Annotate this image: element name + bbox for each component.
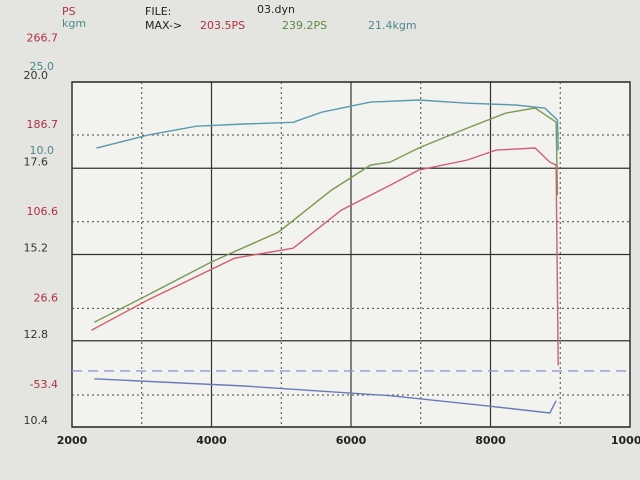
y2-tick-label: -53.4 — [30, 378, 58, 391]
y2-tick-label: 266.7 — [27, 31, 59, 44]
series-line — [91, 147, 559, 366]
y-tick-label: 20.0 — [24, 69, 49, 82]
y3-tick-label: 10.0 — [30, 144, 55, 157]
y-tick-label: 12.8 — [24, 328, 49, 341]
max-red: 203.5PS — [200, 19, 245, 32]
max-green: 239.2PS — [282, 19, 327, 32]
x-tick-label: 4000 — [196, 434, 227, 447]
y2-tick-label: 106.6 — [27, 205, 59, 218]
max-torque: 21.4kgm — [368, 19, 417, 32]
file-label: FILE: — [145, 5, 171, 18]
y3-tick-label: 25.0 — [30, 60, 55, 73]
file-name: 03.dyn — [257, 3, 295, 16]
y-tick-label: 10.4 — [24, 414, 49, 427]
series-line — [94, 378, 557, 414]
y-tick-label: 17.6 — [24, 155, 49, 168]
max-label: MAX-> — [145, 19, 182, 32]
series-line — [93, 107, 559, 323]
series-line — [96, 99, 559, 151]
y-tick-label: 15.2 — [24, 242, 49, 255]
x-tick-label: 2000 — [57, 434, 88, 447]
ps-unit: PS — [62, 5, 76, 18]
x-tick-label: 6000 — [336, 434, 367, 447]
x-tick-label: 8000 — [475, 434, 506, 447]
y2-tick-label: 26.6 — [34, 291, 59, 304]
kgm-unit: kgm — [62, 17, 86, 30]
y2-tick-label: 186.7 — [27, 118, 59, 131]
x-tick-label: 10000 — [611, 434, 640, 447]
